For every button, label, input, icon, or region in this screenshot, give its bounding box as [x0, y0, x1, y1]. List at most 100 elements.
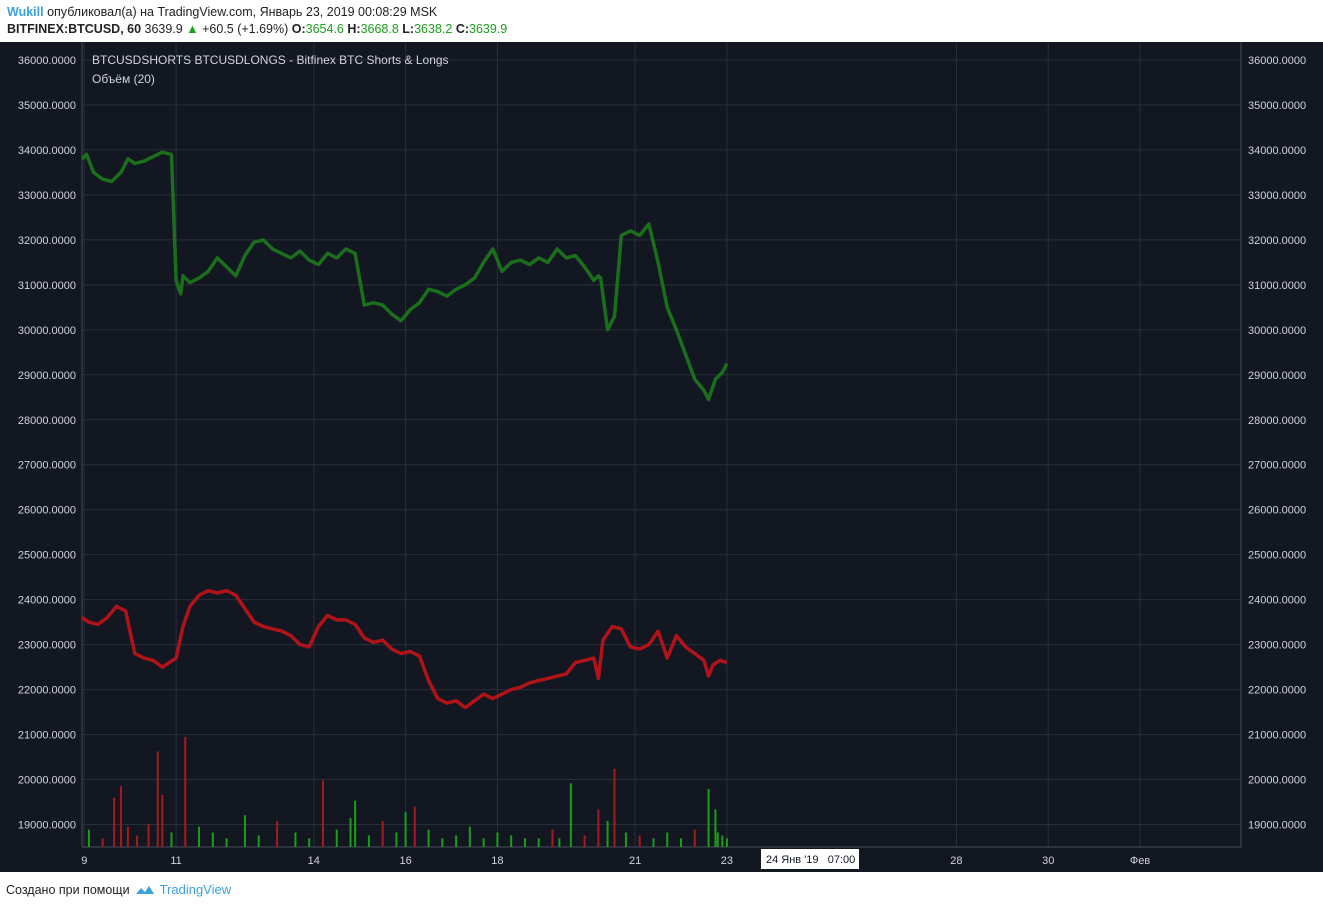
up-arrow-icon: ▲ — [186, 22, 199, 36]
y-tick-label-left: 23000.0000 — [18, 640, 76, 652]
tradingview-cloud-icon — [135, 885, 154, 894]
volume-bar — [184, 737, 187, 847]
y-tick-label-left: 35000.0000 — [18, 100, 76, 112]
volume-bar — [558, 838, 561, 847]
y-tick-label-right: 29000.0000 — [1248, 370, 1306, 382]
right-price-axis[interactable]: 36000.0000 35000.0000 34000.0000 33000.0000… — [1248, 55, 1306, 832]
y-tick-label-right: 27000.0000 — [1248, 460, 1306, 472]
footer: Создано при помощи TradingView — [6, 882, 231, 897]
volume-bar — [597, 809, 600, 847]
volume-bar — [367, 835, 370, 847]
low-label: L: — [402, 22, 415, 36]
volume-bar — [510, 835, 513, 847]
crosshair-time-label: 24 Янв '19 07:00 — [761, 849, 859, 869]
legend-series-title[interactable]: BTCUSDSHORTS BTCUSDLONGS - Bitfinex BTC … — [92, 53, 449, 67]
left-price-axis[interactable]: 36000.0000 35000.0000 34000.0000 33000.0000… — [18, 55, 76, 832]
y-tick-label-right: 23000.0000 — [1248, 640, 1306, 652]
y-tick-label-right: 31000.0000 — [1248, 280, 1306, 292]
volume-bar — [136, 835, 139, 847]
series-lines — [80, 150, 729, 710]
volume-bar — [455, 835, 458, 847]
y-tick-label-left: 20000.0000 — [18, 775, 76, 787]
volume-bar — [257, 835, 260, 847]
y-tick-label-right: 20000.0000 — [1248, 775, 1306, 787]
volume-bar — [523, 838, 526, 847]
volume-bar — [321, 780, 324, 847]
y-tick-label-left: 19000.0000 — [18, 820, 76, 832]
y-tick-label-left: 27000.0000 — [18, 460, 76, 472]
x-tick-label: 28 — [950, 855, 962, 867]
high-value: 3668.8 — [360, 22, 399, 36]
y-tick-label-right: 35000.0000 — [1248, 100, 1306, 112]
author-name[interactable]: Wukill — [7, 5, 44, 19]
y-tick-label-left: 33000.0000 — [18, 190, 76, 202]
volume-bar — [496, 832, 499, 847]
volume-bar — [276, 820, 279, 847]
volume-bar — [243, 815, 246, 847]
y-tick-label-left: 28000.0000 — [18, 415, 76, 427]
volume-bar — [725, 838, 728, 847]
volume-bar — [413, 806, 416, 847]
volume-bar — [613, 768, 616, 847]
volume-bar — [308, 838, 311, 847]
y-tick-label-left: 26000.0000 — [18, 505, 76, 517]
price-change: +60.5 (+1.69%) — [202, 22, 289, 36]
y-tick-label-left: 24000.0000 — [18, 595, 76, 607]
y-tick-label-left: 25000.0000 — [18, 550, 76, 562]
tradingview-brand[interactable]: TradingView — [159, 882, 232, 897]
volume-bar — [680, 838, 683, 847]
y-tick-label-right: 36000.0000 — [1248, 55, 1306, 67]
y-tick-label-left: 22000.0000 — [18, 685, 76, 697]
volume-bar — [120, 786, 123, 847]
x-tick-label: Фев — [1130, 855, 1150, 867]
volume-bar — [113, 797, 116, 847]
high-label: H: — [347, 22, 361, 36]
x-tick-label: 14 — [308, 855, 320, 867]
y-tick-label-right: 33000.0000 — [1248, 190, 1306, 202]
y-tick-label-right: 21000.0000 — [1248, 730, 1306, 742]
y-tick-label-left: 34000.0000 — [18, 145, 76, 157]
volume-bar — [707, 789, 710, 847]
y-tick-label-right: 30000.0000 — [1248, 325, 1306, 337]
volume-bar — [583, 835, 586, 847]
volume-bar — [721, 835, 724, 847]
y-tick-label-right: 32000.0000 — [1248, 235, 1306, 247]
volume-bar — [693, 829, 696, 847]
volume-bar — [716, 832, 719, 847]
volume-bar — [441, 838, 444, 847]
y-tick-label-left: 31000.0000 — [18, 280, 76, 292]
close-value: 3639.9 — [469, 22, 508, 36]
y-tick-label-right: 25000.0000 — [1248, 550, 1306, 562]
volume-bar — [652, 838, 655, 847]
y-tick-label-left: 36000.0000 — [18, 55, 76, 67]
shorts-series-line — [81, 588, 728, 710]
volume-bar — [211, 832, 214, 847]
legend-volume-title[interactable]: Объём (20) — [92, 72, 155, 86]
last-price: 3639.9 — [144, 22, 183, 36]
symbol-label: BITFINEX:BTCUSD, 60 — [7, 22, 142, 36]
time-axis[interactable]: 9 11 14 16 18 21 23 28 30 Фев — [81, 855, 1150, 867]
y-tick-label-right: 24000.0000 — [1248, 595, 1306, 607]
volume-bar — [161, 794, 164, 847]
x-tick-label: 16 — [399, 855, 411, 867]
chart-background — [0, 42, 1323, 872]
volume-bar — [101, 838, 104, 847]
volume-bar — [170, 832, 173, 847]
x-tick-label: 9 — [81, 855, 87, 867]
x-tick-label: 30 — [1042, 855, 1054, 867]
volume-bar — [87, 829, 90, 847]
x-tick-label: 23 — [721, 855, 733, 867]
chart-header: Wukill опубликовал(а) на TradingView.com… — [7, 4, 507, 38]
y-tick-label-right: 22000.0000 — [1248, 685, 1306, 697]
volume-bar — [537, 838, 540, 847]
crosshair-time-text: 24 Янв '19 07:00 — [766, 854, 855, 866]
volume-bar — [468, 826, 471, 847]
volume-bar — [335, 829, 338, 847]
volume-bars — [87, 737, 728, 847]
volume-bar — [294, 832, 297, 847]
price-chart[interactable]: 36000.0000 35000.0000 34000.0000 33000.0000… — [0, 42, 1323, 872]
volume-bar — [147, 823, 150, 847]
y-tick-label-left: 32000.0000 — [18, 235, 76, 247]
volume-bar — [569, 783, 572, 847]
volume-bar — [624, 832, 627, 847]
